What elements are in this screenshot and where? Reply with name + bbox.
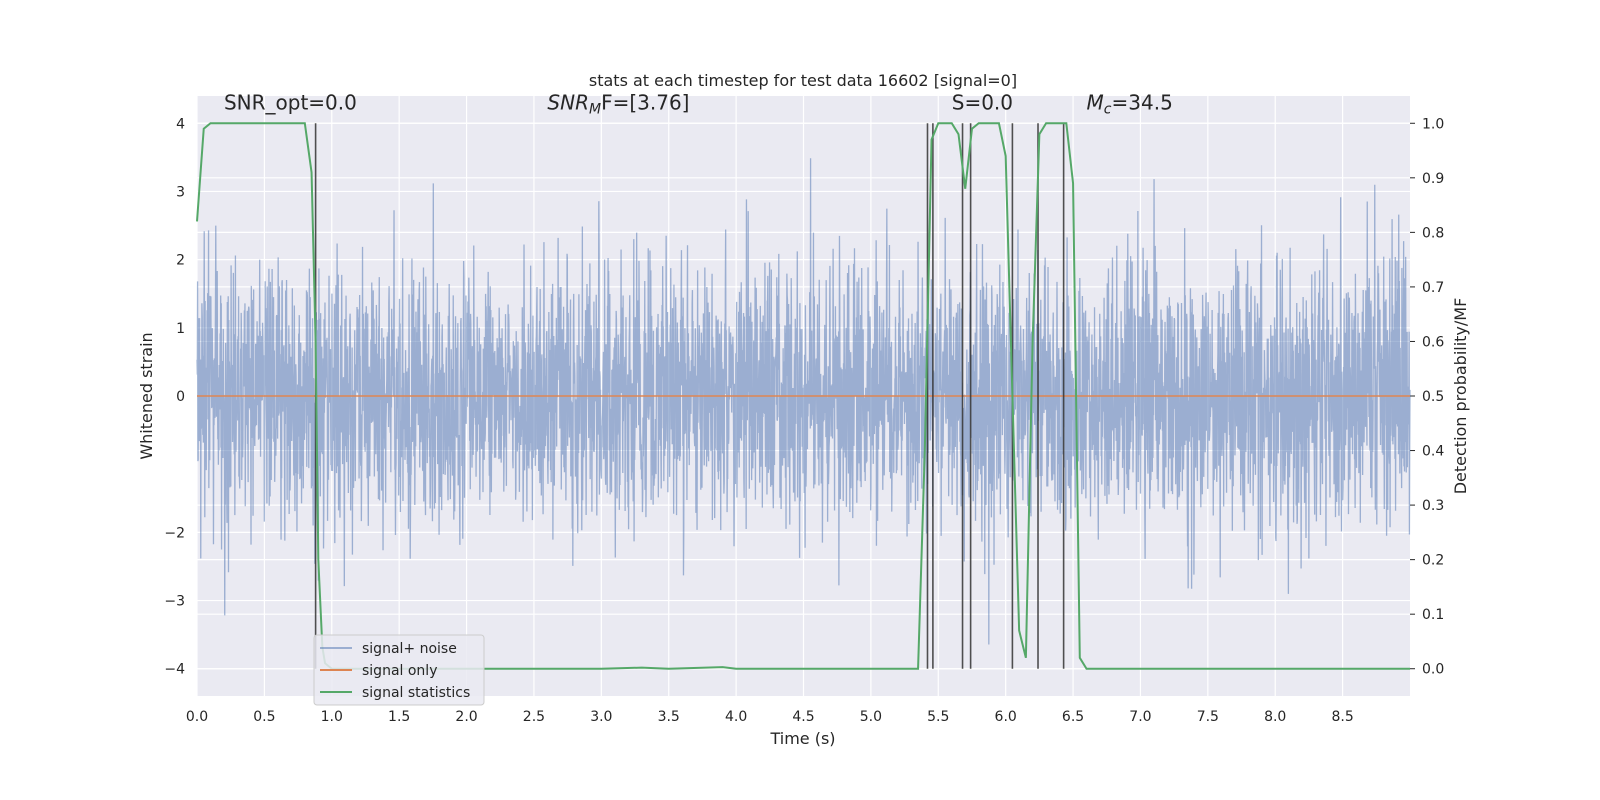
- x-tick-label: 4.5: [792, 709, 814, 725]
- y-tick-label-right: 0.2: [1422, 553, 1444, 569]
- x-tick-label: 0.0: [186, 709, 208, 725]
- y-tick-label-right: 0.4: [1422, 444, 1444, 460]
- legend-label: signal statistics: [362, 685, 470, 701]
- x-tick-label: 1.0: [321, 709, 343, 725]
- x-tick-label: 3.5: [658, 709, 680, 725]
- annotation-sub: c: [1104, 102, 1112, 118]
- y-tick-label-right: 0.3: [1422, 498, 1444, 514]
- y-tick-label-right: 0.8: [1422, 225, 1444, 241]
- signal-statistics-series: [196, 122, 1410, 670]
- x-tick-label: 5.5: [927, 709, 949, 725]
- y-ticks-left: 4 3 2 1 0 −2 −3 −4: [164, 116, 185, 677]
- annotation-tail: =34.5: [1112, 91, 1173, 115]
- legend-label: signal+ noise: [362, 641, 457, 657]
- x-tick-label: 7.5: [1197, 709, 1219, 725]
- y-tick-label-right: 1.0: [1422, 116, 1444, 132]
- x-tick-label: 0.5: [253, 709, 275, 725]
- legend-label: signal only: [362, 663, 437, 679]
- y-tick-label-right: 0.7: [1422, 280, 1444, 296]
- x-tick-label: 2.0: [455, 709, 477, 725]
- x-tick-label: 6.5: [1062, 709, 1084, 725]
- y-axis-label-right: Detection probability/MF: [1451, 298, 1470, 495]
- x-tick-label: 5.0: [860, 709, 882, 725]
- x-tick-label: 7.0: [1129, 709, 1151, 725]
- signal-statistics-line: [196, 122, 1410, 670]
- x-tick-label: 8.0: [1264, 709, 1286, 725]
- x-tick-label: 3.0: [590, 709, 612, 725]
- y-tick-label-right: 0.6: [1422, 334, 1444, 350]
- y-tick-label-left: −3: [164, 594, 185, 610]
- chart-title: stats at each timestep for test data 166…: [589, 71, 1017, 90]
- noise-series: [196, 158, 1411, 645]
- annotation-main: M: [1087, 91, 1104, 115]
- y-tick-label-right: 0.0: [1422, 662, 1444, 678]
- y-tick-label-right: 0.5: [1422, 389, 1444, 405]
- annotation: SNRMF=[3.76]: [547, 91, 689, 118]
- annotation: SNR_opt=0.0: [224, 91, 357, 115]
- y-axis-label-left: Whitened strain: [137, 332, 156, 459]
- x-ticks: 0.0 0.5 1.0 1.5 2.0 2.5 3.0 3.5 4.0 4.5 5.0 5.5 6.0 6…: [186, 709, 1354, 725]
- annotation-tail: F=[3.76]: [601, 91, 689, 115]
- x-tick-label: 2.5: [523, 709, 545, 725]
- legend: signal+ noise signal only signal statistic…: [313, 634, 485, 706]
- y-tick-label-left: 1: [176, 321, 185, 337]
- annotations: SNR_opt=0.0 SNRMF=[3.76] S=0.0 Mc=34.5: [224, 91, 1173, 118]
- y-ticks-right: 1.0 0.9 0.8 0.7 0.6 0.5 0.4 0.3 0.2 0.1 0.0: [1410, 116, 1444, 678]
- legend-box: [313, 634, 485, 706]
- y-tick-label-left: 3: [176, 184, 185, 200]
- annotation-sub: M: [589, 102, 601, 118]
- annotation: Mc=34.5: [1087, 91, 1173, 118]
- annotation-main: SNR: [547, 91, 589, 115]
- y-tick-label-left: 2: [176, 253, 185, 269]
- x-tick-label: 6.0: [995, 709, 1017, 725]
- annotation: S=0.0: [952, 91, 1013, 115]
- y-tick-label-left: 4: [176, 116, 185, 132]
- y-tick-label-left: −2: [164, 525, 185, 541]
- y-tick-label-right: 0.9: [1422, 171, 1444, 187]
- x-tick-label: 4.0: [725, 709, 747, 725]
- x-axis-label: Time (s): [769, 729, 835, 748]
- y-tick-label-left: 0: [176, 389, 185, 405]
- x-tick-label: 8.5: [1331, 709, 1353, 725]
- y-tick-label-left: −4: [164, 662, 185, 678]
- signal-noise-line: [196, 158, 1411, 645]
- y-tick-label-right: 0.1: [1422, 607, 1444, 623]
- x-tick-label: 1.5: [388, 709, 410, 725]
